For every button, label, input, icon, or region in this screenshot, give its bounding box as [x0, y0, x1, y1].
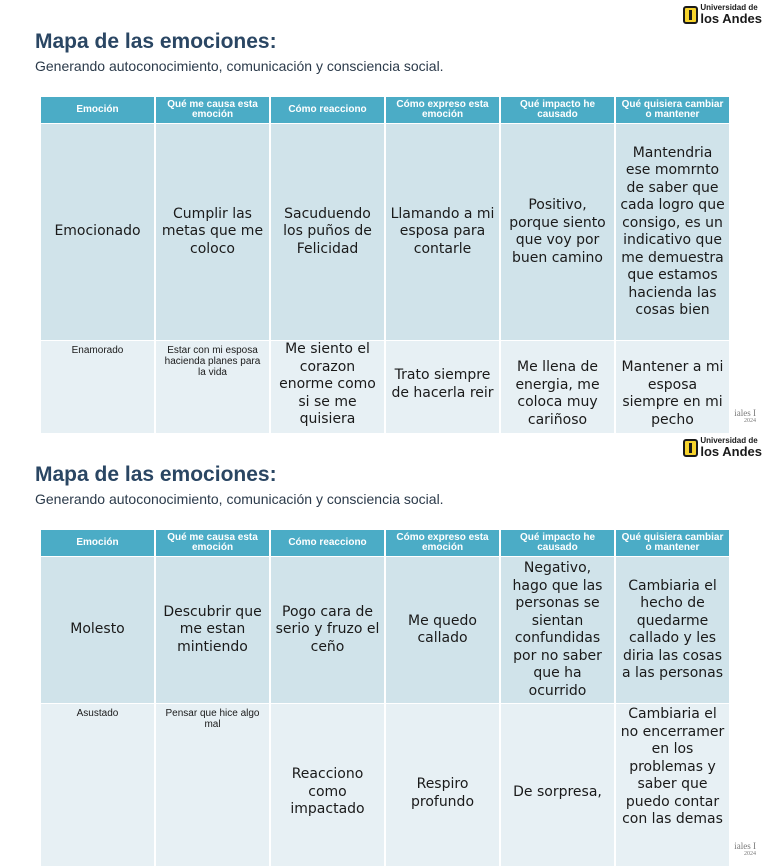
- table-row: Emocionado Cumplir las metas que me colo…: [41, 124, 729, 340]
- table-cell: Estar con mi esposa hacienda planes para…: [156, 341, 269, 433]
- cell-text: Reacciono como impactado: [290, 766, 365, 817]
- corner-text: iales I: [734, 408, 756, 418]
- table-cell: Cambiaria el hecho de quedarme callado y…: [616, 557, 729, 703]
- table-cell: Me siento el corazon enorme como si se m…: [271, 341, 384, 433]
- logo-line-1: Universidad de: [700, 3, 758, 12]
- table-cell: Reacciono como impactado: [271, 704, 384, 866]
- cell-text: De sorpresa,: [513, 784, 602, 800]
- header-reaccion: Cómo reacciono: [271, 530, 384, 556]
- slide-1: Universidad de los Andes Mapa de las emo…: [35, 3, 762, 433]
- logo-line-1: Universidad de: [700, 436, 758, 445]
- slide-title: Mapa de las emociones:: [35, 30, 277, 53]
- header-expresion: Cómo expreso esta emoción: [386, 97, 499, 123]
- corner-label: iales I 2024: [734, 841, 756, 857]
- table-row: Asustado Pensar que hice algo mal Reacci…: [41, 704, 729, 866]
- header-expresion: Cómo expreso esta emoción: [386, 530, 499, 556]
- table-cell: Enamorado: [41, 341, 154, 433]
- slide-subtitle: Generando autoconocimiento, comunicación…: [35, 58, 444, 74]
- header-emocion: Emoción: [41, 530, 154, 556]
- cell-text: Cambiaria el no encerramer en los proble…: [620, 706, 725, 827]
- cell-text: Me llena de energia, me coloca muy cariñ…: [515, 359, 600, 428]
- emotion-table: Emoción Qué me causa esta emoción Cómo r…: [39, 529, 731, 866]
- table-row: Molesto Descubrir que me estan mintiendo…: [41, 557, 729, 703]
- university-logo-icon: [683, 5, 699, 24]
- cell-text: Mantener a mi esposa siempre en mi pecho: [621, 359, 724, 428]
- corner-text: iales I: [734, 841, 756, 851]
- table-cell: Respiro profundo: [386, 704, 499, 866]
- table-cell: Me llena de energia, me coloca muy cariñ…: [501, 341, 614, 433]
- table-cell: Mantener a mi esposa siempre en mi pecho: [616, 341, 729, 433]
- header-cambio: Qué quisiera cambiar o mantener: [616, 97, 729, 123]
- corner-year: 2024: [744, 418, 756, 424]
- header-causa: Qué me causa esta emoción: [156, 530, 269, 556]
- table-cell: Positivo, porque siento que voy por buen…: [501, 124, 614, 340]
- emotion-table: Emoción Qué me causa esta emoción Cómo r…: [39, 96, 731, 433]
- university-logo-icon: [683, 438, 699, 457]
- table-row: Enamorado Estar con mi esposa hacienda p…: [41, 341, 729, 433]
- table-cell: Asustado: [41, 704, 154, 866]
- table-cell: Cambiaria el no encerramer en los proble…: [616, 704, 729, 866]
- slide-2: Universidad de los Andes Mapa de las emo…: [0, 433, 768, 866]
- header-impacto: Qué impacto he causado: [501, 97, 614, 123]
- table-cell: Negativo, hago que las personas se sient…: [501, 557, 614, 703]
- cell-text: Trato siempre de hacerla reir: [391, 367, 494, 401]
- table-cell: Llamando a mi esposa para contarle: [386, 124, 499, 340]
- table-cell: Trato siempre de hacerla reir: [386, 341, 499, 433]
- table-cell: Me quedo callado: [386, 557, 499, 703]
- slide-title: Mapa de las emociones:: [35, 463, 277, 486]
- table-cell: Pensar que hice algo mal: [156, 704, 269, 866]
- logo-line-2: los Andes: [700, 444, 762, 459]
- corner-year: 2024: [744, 851, 756, 857]
- header-impacto: Qué impacto he causado: [501, 530, 614, 556]
- header-cambio: Qué quisiera cambiar o mantener: [616, 530, 729, 556]
- table-cell: Mantendria ese momrnto de saber que cada…: [616, 124, 729, 340]
- table-header-row: Emoción Qué me causa esta emoción Cómo r…: [41, 97, 729, 123]
- table-cell: Sacuduendo los puños de Felicidad: [271, 124, 384, 340]
- table-cell: Cumplir las metas que me coloco: [156, 124, 269, 340]
- table-cell: Emocionado: [41, 124, 154, 340]
- cell-text: Respiro profundo: [410, 776, 475, 810]
- table-cell: Molesto: [41, 557, 154, 703]
- university-logo: Universidad de los Andes: [683, 4, 762, 25]
- logo-line-2: los Andes: [700, 11, 762, 26]
- university-logo: Universidad de los Andes: [683, 437, 762, 458]
- table-cell: De sorpresa,: [501, 704, 614, 866]
- table-header-row: Emoción Qué me causa esta emoción Cómo r…: [41, 530, 729, 556]
- header-emocion: Emoción: [41, 97, 154, 123]
- slide-subtitle: Generando autoconocimiento, comunicación…: [35, 491, 444, 507]
- corner-label: iales I 2024: [734, 408, 756, 424]
- table-cell: Pogo cara de serio y fruzo el ceño: [271, 557, 384, 703]
- cell-text: Me siento el corazon enorme como si se m…: [279, 341, 376, 427]
- header-reaccion: Cómo reacciono: [271, 97, 384, 123]
- table-cell: Descubrir que me estan mintiendo: [156, 557, 269, 703]
- header-causa: Qué me causa esta emoción: [156, 97, 269, 123]
